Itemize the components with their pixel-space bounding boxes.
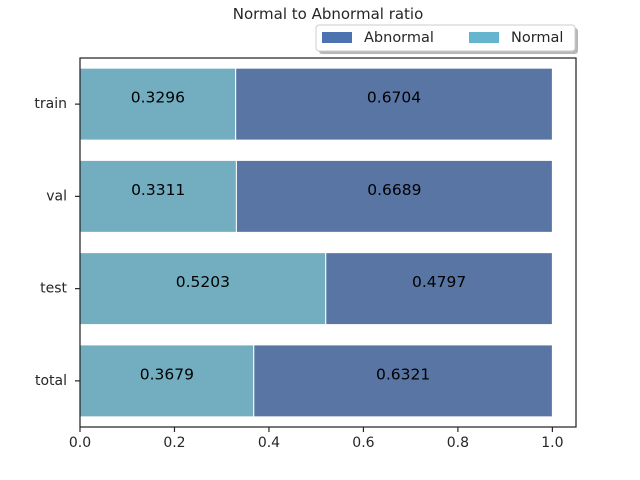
x-tick-label-0: 0.0 <box>69 435 91 451</box>
bar-label-abnormal-test: 0.4797 <box>412 273 466 291</box>
x-tick-label-5: 1.0 <box>541 435 563 451</box>
chart-title: Normal to Abnormal ratio <box>233 5 424 23</box>
bar-abnormal-test <box>325 252 553 326</box>
legend-box <box>315 24 576 52</box>
bars-layer <box>79 67 553 418</box>
plot-frame <box>79 57 577 428</box>
bar-label-normal-total: 0.3679 <box>140 365 194 383</box>
y-tick-label-total: total <box>35 373 67 389</box>
bar-normal-test <box>79 252 327 326</box>
bar-label-normal-train: 0.3296 <box>131 89 185 107</box>
legend-swatch-abnormal <box>322 32 352 43</box>
legend-label-abnormal: Abnormal <box>364 30 434 46</box>
y-axis: train val test total <box>34 96 80 389</box>
bar-label-normal-val: 0.3311 <box>131 181 185 199</box>
bar-abnormal-total <box>253 344 553 418</box>
x-axis: 0.0 0.2 0.4 0.6 0.8 1.0 <box>69 427 564 451</box>
bar-normal-val <box>79 159 237 233</box>
bar-labels-layer: 0.3296 0.6704 0.3311 0.6689 0.5203 0.4797 0.36… <box>131 89 466 384</box>
legend: Abnormal Normal <box>315 24 578 54</box>
x-tick-label-4: 0.8 <box>447 435 469 451</box>
x-tick-label-1: 0.2 <box>163 435 185 451</box>
y-tick-label-val: val <box>46 188 67 204</box>
bar-normal-train <box>79 67 237 141</box>
bar-label-abnormal-train: 0.6704 <box>367 89 421 107</box>
bar-abnormal-train <box>235 67 553 141</box>
bar-normal-total <box>79 344 255 418</box>
y-tick-label-test: test <box>40 281 67 297</box>
bar-abnormal-val <box>235 159 553 233</box>
y-tick-label-train: train <box>34 96 67 112</box>
bar-label-abnormal-total: 0.6321 <box>376 365 430 383</box>
legend-swatch-normal <box>469 32 499 43</box>
legend-label-normal: Normal <box>511 30 563 46</box>
bar-label-normal-test: 0.5203 <box>176 273 230 291</box>
bar-label-abnormal-val: 0.6689 <box>367 181 421 199</box>
x-tick-label-2: 0.4 <box>258 435 280 451</box>
x-tick-label-3: 0.6 <box>352 435 374 451</box>
